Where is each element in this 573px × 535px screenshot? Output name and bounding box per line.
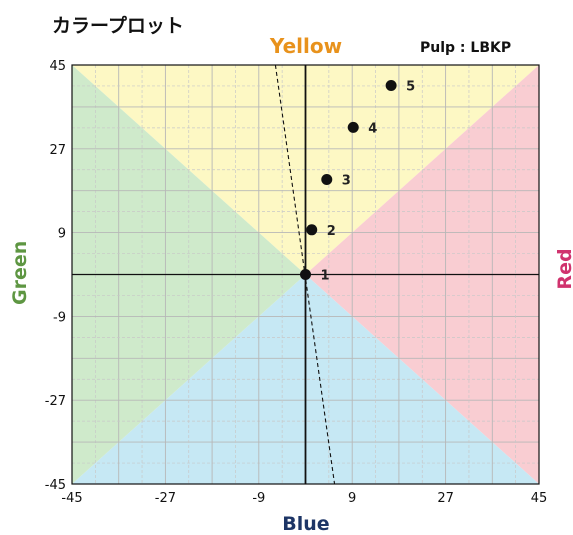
red-axis-label: Red xyxy=(554,248,573,290)
green-axis-label: Green xyxy=(9,240,31,305)
data-point xyxy=(347,121,359,133)
data-points: 1 2 3 4 5 xyxy=(300,79,415,284)
data-point-label: 2 xyxy=(327,224,336,239)
data-point-label: 4 xyxy=(368,121,377,136)
blue-axis-label: Blue xyxy=(282,513,330,535)
data-point xyxy=(306,224,318,236)
x-tick-label: -45 xyxy=(61,491,82,506)
data-point xyxy=(300,269,311,280)
y-tick-label: 27 xyxy=(49,143,66,158)
data-point-label: 5 xyxy=(406,79,415,94)
x-tick-label: -9 xyxy=(252,491,265,506)
data-point xyxy=(321,174,333,186)
x-tick-label: 45 xyxy=(531,491,548,506)
plot-frame xyxy=(71,64,540,485)
x-tick-label: 9 xyxy=(348,491,356,506)
yellow-axis-label: Yellow xyxy=(269,34,343,58)
y-tick-label: -45 xyxy=(45,478,66,493)
data-point-label: 1 xyxy=(321,269,330,284)
x-tick-label: -27 xyxy=(155,491,176,506)
data-point xyxy=(385,79,397,91)
x-tick-label: 27 xyxy=(437,491,454,506)
y-tick-label: 45 xyxy=(49,59,66,74)
chart-title: カラープロット xyxy=(52,15,184,37)
y-tick-label: -9 xyxy=(53,310,66,325)
y-tick-label: -27 xyxy=(45,394,66,409)
data-point-label: 3 xyxy=(342,174,351,189)
pulp-note: Pulp : LBKP xyxy=(420,40,512,56)
y-tick-label: 9 xyxy=(58,227,66,242)
